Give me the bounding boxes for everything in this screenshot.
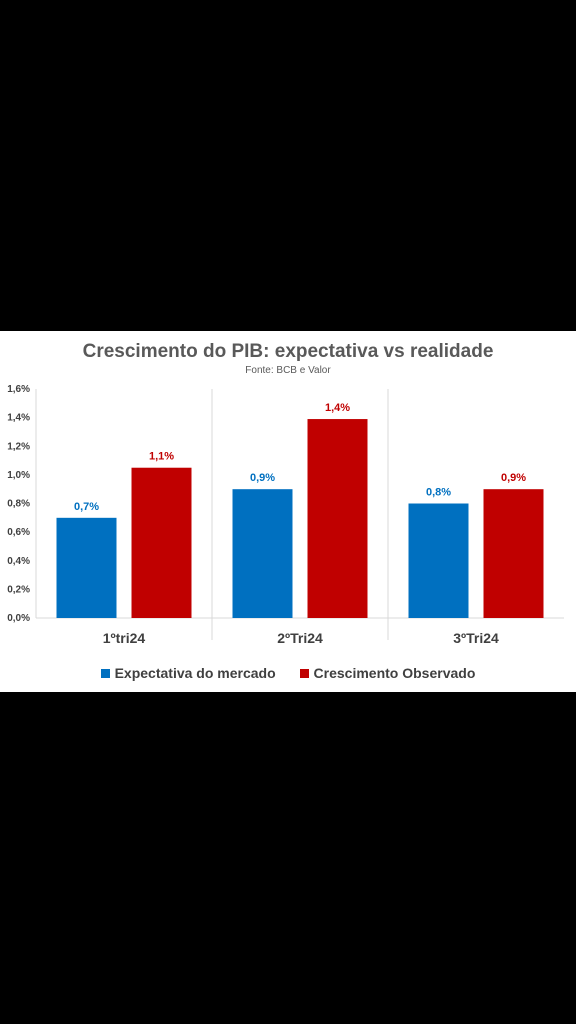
y-tick-label: 1,4% (7, 413, 30, 424)
bar (56, 517, 117, 618)
legend-label-observado: Crescimento Observado (313, 665, 476, 681)
y-tick-label: 0,8% (7, 499, 30, 510)
legend-item-observado: Crescimento Observado (299, 665, 476, 681)
chart-title: Crescimento do PIB: expectativa vs reali… (82, 341, 494, 362)
bar (307, 419, 368, 618)
legend-label-expectativa: Expectativa do mercado (114, 665, 276, 681)
data-label: 1,1% (149, 451, 174, 463)
x-category-label: 3ºTri24 (453, 630, 499, 646)
bar (232, 489, 293, 618)
y-tick-label: 0,0% (7, 613, 30, 624)
x-category-label: 1ºtri24 (103, 630, 146, 646)
y-tick-label: 1,6% (7, 384, 30, 395)
chart-subtitle: Fonte: BCB e Valor (245, 365, 331, 376)
bar (131, 467, 192, 618)
data-label: 0,9% (501, 472, 526, 484)
legend-swatch-expectativa (100, 669, 110, 678)
bar (408, 503, 469, 618)
x-category-label: 2ºTri24 (277, 630, 323, 646)
y-tick-label: 0,6% (7, 527, 30, 538)
data-label: 0,8% (426, 487, 451, 499)
bar-chart: 0,0% 0,2% 0,4% 0,6% 0,8% 1,0% 1,2% 1,4% 1,6% 1ºtr… (7, 384, 564, 646)
y-tick-label: 0,4% (7, 556, 30, 567)
data-label: 1,4% (325, 402, 350, 414)
y-tick-label: 1,0% (7, 470, 30, 481)
legend-item-expectativa: Expectativa do mercado (100, 665, 276, 681)
y-tick-label: 1,2% (7, 441, 30, 452)
data-label: 0,9% (250, 472, 275, 484)
chart-card: Crescimento do PIB: expectativa vs reali… (0, 331, 576, 692)
y-tick-label: 0,2% (7, 584, 30, 595)
legend: Expectativa do mercado Crescimento Obser… (0, 665, 576, 681)
legend-swatch-observado (299, 669, 309, 678)
data-label: 0,7% (74, 501, 99, 513)
bar (483, 489, 544, 618)
